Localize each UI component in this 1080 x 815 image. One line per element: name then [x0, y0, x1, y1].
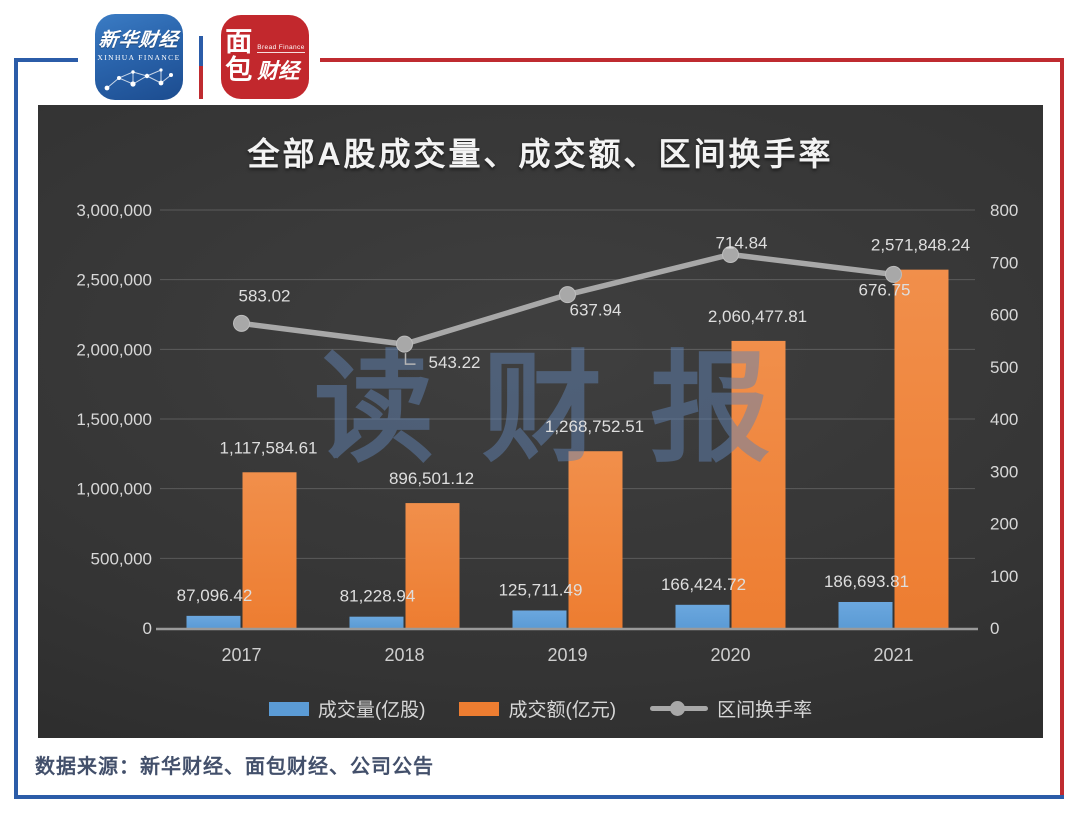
frame-border-right — [1060, 58, 1064, 799]
brand-divider-blue-segment — [199, 36, 203, 66]
svg-text:637.94: 637.94 — [570, 301, 622, 320]
bread-finance-logo: 面 包 Bread Finance 财经 — [221, 15, 309, 99]
frame-border-top-right — [320, 58, 1064, 62]
left-axis-labels: 0 500,000 1,000,000 1,500,000 2,000,000 2,500… — [76, 201, 152, 638]
x-axis-labels: 2017 2018 2019 2020 2021 — [221, 645, 913, 665]
network-constellation-icon — [104, 68, 173, 91]
turnover-markers — [233, 245, 902, 353]
svg-text:2018: 2018 — [384, 645, 424, 665]
volume-bar — [675, 604, 730, 628]
bread-logo-glyph-column: 面 包 — [225, 29, 252, 84]
volume-bar — [186, 615, 241, 628]
amount-bar — [568, 451, 623, 628]
amount-bar-swatch — [459, 701, 500, 716]
svg-text:2020: 2020 — [710, 645, 750, 665]
xinhua-logo-en-text: XINHUA FINANCE — [97, 53, 181, 62]
legend-item-turnover: 区间换手率 — [650, 695, 812, 722]
svg-text:2,060,477.81: 2,060,477.81 — [708, 307, 807, 326]
bread-logo-bao-glyph: 包 — [225, 55, 253, 85]
volume-bar-swatch — [268, 701, 309, 716]
volume-bar — [512, 610, 567, 628]
turnover-line-swatch — [650, 701, 709, 716]
data-source-text: 数据来源：新华财经、面包财经、公司公告 — [35, 756, 434, 778]
brand-divider-red-segment — [199, 66, 203, 99]
svg-text:700: 700 — [990, 253, 1018, 272]
svg-text:500,000: 500,000 — [91, 549, 152, 568]
legend-label-amount: 成交额(亿元) — [508, 700, 617, 721]
bread-logo-cn-text: 财经 — [257, 59, 300, 83]
svg-text:200: 200 — [990, 515, 1018, 534]
brand-divider — [199, 36, 203, 99]
amount-bar — [405, 503, 460, 628]
svg-text:1,000,000: 1,000,000 — [76, 480, 152, 499]
svg-text:800: 800 — [990, 201, 1018, 220]
bread-logo-mian-glyph: 面 — [225, 27, 253, 58]
svg-text:2019: 2019 — [547, 645, 587, 665]
frame-border-top-left — [14, 58, 78, 62]
svg-text:87,096.42: 87,096.42 — [177, 586, 253, 605]
line-data-labels: 583.02 543.22 637.94 714.84 676.75 — [239, 233, 911, 372]
svg-text:100: 100 — [990, 567, 1018, 586]
svg-text:2021: 2021 — [873, 645, 913, 665]
svg-text:1,117,584.61: 1,117,584.61 — [220, 438, 318, 457]
svg-text:543.22: 543.22 — [429, 353, 481, 372]
svg-text:0: 0 — [990, 619, 999, 638]
xinhua-finance-logo: 新华财经 XINHUA FINANCE — [95, 14, 183, 100]
svg-text:1,500,000: 1,500,000 — [76, 410, 152, 429]
bars — [186, 269, 949, 628]
svg-text:583.02: 583.02 — [239, 286, 291, 305]
svg-text:896,501.12: 896,501.12 — [389, 469, 474, 488]
svg-text:2,000,000: 2,000,000 — [76, 340, 152, 359]
svg-text:300: 300 — [990, 462, 1018, 481]
right-axis-labels: 0 100 200 300 400 500 600 700 800 — [990, 201, 1018, 638]
turnover-marker-icon — [670, 701, 686, 716]
legend-label-volume: 成交量(亿股) — [317, 700, 426, 721]
svg-text:166,424.72: 166,424.72 — [661, 575, 746, 594]
amount-bar — [894, 269, 949, 628]
svg-text:3,000,000: 3,000,000 — [76, 201, 152, 220]
legend-item-volume: 成交量(亿股) — [268, 695, 426, 722]
frame-border-left — [14, 58, 18, 799]
svg-text:500: 500 — [990, 358, 1018, 377]
svg-text:600: 600 — [990, 306, 1018, 325]
watermark-text: 读财报 — [314, 342, 818, 476]
svg-text:2,571,848.24: 2,571,848.24 — [871, 236, 970, 255]
label-leader-line — [404, 353, 416, 365]
svg-text:0: 0 — [143, 619, 152, 638]
volume-bar — [349, 616, 404, 628]
chart-panel: 全部A股成交量、成交额、区间换手率 0 500,000 1,000,000 1,500… — [38, 105, 1043, 738]
svg-text:186,693.81: 186,693.81 — [824, 572, 909, 591]
svg-text:2017: 2017 — [221, 645, 261, 665]
volume-bar — [838, 601, 893, 628]
frame-border-bottom — [14, 795, 1064, 799]
svg-text:400: 400 — [990, 410, 1018, 429]
bar-data-labels: 87,096.42 81,228.94 125,711.49 166,424.72 18… — [177, 236, 970, 606]
svg-text:676.75: 676.75 — [859, 280, 911, 299]
svg-text:125,711.49: 125,711.49 — [499, 580, 583, 599]
svg-text:714.84: 714.84 — [716, 233, 768, 252]
svg-text:81,228.94: 81,228.94 — [340, 587, 416, 606]
amount-bar — [731, 340, 786, 628]
xinhua-logo-cn-text: 新华财经 — [97, 30, 180, 51]
legend: 成交量(亿股) 成交额(亿元) 区间换手率 — [38, 695, 1043, 722]
chart-title: 全部A股成交量、成交额、区间换手率 — [247, 136, 834, 172]
svg-text:2,500,000: 2,500,000 — [76, 271, 152, 290]
chart-plot: 0 500,000 1,000,000 1,500,000 2,000,000 2,500… — [76, 201, 1018, 665]
legend-label-turnover: 区间换手率 — [717, 700, 813, 721]
svg-text:1,268,752.51: 1,268,752.51 — [545, 417, 644, 436]
amount-bar — [242, 472, 297, 628]
legend-item-amount: 成交额(亿元) — [459, 695, 616, 722]
bread-logo-en-text: Bread Finance — [257, 43, 305, 53]
